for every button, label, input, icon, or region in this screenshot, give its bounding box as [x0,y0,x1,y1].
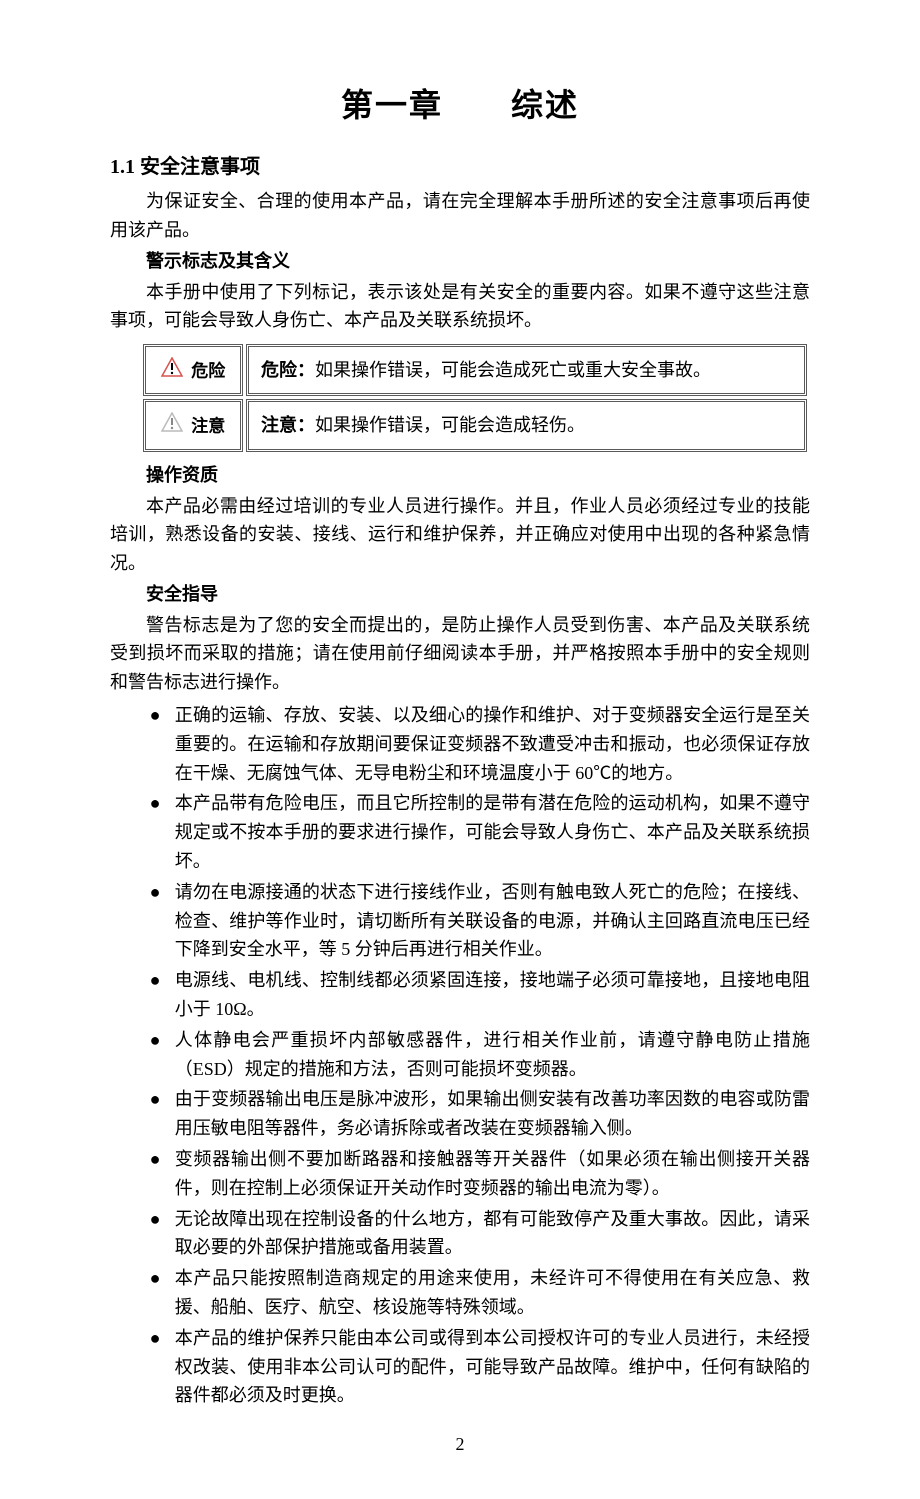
warning-table: 危险 危险：如果操作错误，可能会造成死亡或重大安全事故。 注意 注意：如果操作错… [140,341,810,455]
list-item: 人体静电会严重损坏内部敏感器件，进行相关作业前，请遵守静电防止措施（ESD）规定… [150,1026,810,1084]
caution-symbol-label: 注意 [191,417,225,436]
danger-desc-text: 如果操作错误，可能会造成死亡或重大安全事故。 [315,360,711,380]
guidance-heading: 安全指导 [110,580,810,609]
list-item: 请勿在电源接通的状态下进行接线作业，否则有触电致人死亡的危险；在接线、检查、维护… [150,878,810,964]
caution-triangle-icon [161,412,183,441]
list-item: 由于变频器输出电压是脉冲波形，如果输出侧安装有改善功率因数的电容或防雷用压敏电阻… [150,1085,810,1143]
guidance-text: 警告标志是为了您的安全而提出的，是防止操作人员受到伤害、本产品及关联系统受到损坏… [110,611,810,697]
qualification-text: 本产品必需由经过培训的专业人员进行操作。并且，作业人员必须经过专业的技能培训，熟… [110,492,810,578]
danger-desc-label: 危险： [261,360,315,380]
section-intro: 为保证安全、合理的使用本产品，请在完全理解本手册所述的安全注意事项后再使用该产品… [110,187,810,245]
caution-desc-text: 如果操作错误，可能会造成轻伤。 [315,415,585,435]
section-title: 1.1 安全注意事项 [110,151,810,183]
qualification-heading: 操作资质 [110,461,810,490]
danger-desc-cell: 危险：如果操作错误，可能会造成死亡或重大安全事故。 [246,344,807,396]
warning-signs-intro: 本手册中使用了下列标记，表示该处是有关安全的重要内容。如果不遵守这些注意事项，可… [110,278,810,336]
chapter-title: 第一章 综述 [110,80,810,131]
list-item: 电源线、电机线、控制线都必须紧固连接，接地端子必须可靠接地，且接地电阻小于 10… [150,966,810,1024]
danger-symbol-cell: 危险 [143,344,243,396]
list-item: 正确的运输、存放、安装、以及细心的操作和维护、对于变频器安全运行是至关重要的。在… [150,701,810,787]
page-number: 2 [110,1430,810,1459]
list-item: 变频器输出侧不要加断路器和接触器等开关器件（如果必须在输出侧接开关器件，则在控制… [150,1145,810,1203]
list-item: 无论故障出现在控制设备的什么地方，都有可能致停产及重大事故。因此，请采取必要的外… [150,1205,810,1263]
danger-symbol-label: 危险 [191,361,225,380]
danger-triangle-icon [161,357,183,386]
caution-symbol-cell: 注意 [143,399,243,451]
caution-desc-label: 注意： [261,415,315,435]
list-item: 本产品的维护保养只能由本公司或得到本公司授权许可的专业人员进行，未经授权改装、使… [150,1324,810,1410]
warning-signs-heading: 警示标志及其含义 [110,247,810,276]
caution-desc-cell: 注意：如果操作错误，可能会造成轻伤。 [246,399,807,451]
list-item: 本产品带有危险电压，而且它所控制的是带有潜在危险的运动机构，如果不遵守规定或不按… [150,789,810,875]
table-row: 注意 注意：如果操作错误，可能会造成轻伤。 [143,399,807,451]
table-row: 危险 危险：如果操作错误，可能会造成死亡或重大安全事故。 [143,344,807,396]
list-item: 本产品只能按照制造商规定的用途来使用，未经许可不得使用在有关应急、救援、船舶、医… [150,1264,810,1322]
